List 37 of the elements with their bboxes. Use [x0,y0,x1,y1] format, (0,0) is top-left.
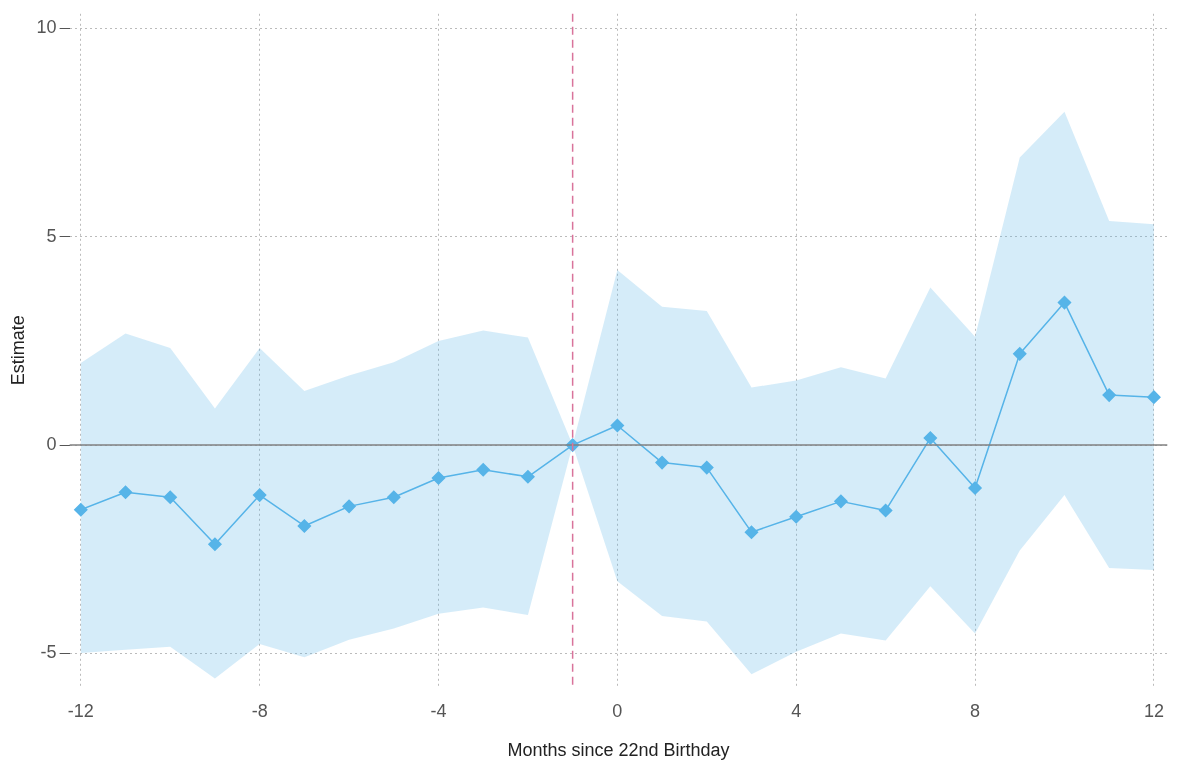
point [297,519,312,533]
point [476,462,490,477]
point [431,471,446,485]
point [1102,388,1116,402]
x-tick-label: 8 [970,700,981,721]
x-tick-label: 4 [791,700,802,721]
point [252,488,267,502]
point [968,481,982,495]
point [610,418,625,433]
point [923,431,938,445]
x-tick-label: 0 [612,700,623,721]
x-axis-title: Months since 22nd Birthday [507,740,730,761]
y-tick-label: 0 [46,434,57,455]
point [789,510,803,524]
y-tick-label: 5 [46,225,57,246]
point [521,470,535,484]
point [387,490,401,504]
point [208,537,222,552]
point [1057,295,1072,310]
point [1013,347,1027,361]
point [342,499,356,514]
point [834,494,848,509]
point [118,485,133,499]
x-tick-label: -4 [430,700,447,721]
point [655,455,669,470]
x-tick-label: -8 [251,700,268,721]
y-tick-label: -5 [40,642,57,663]
y-axis-title: Estimate [7,315,28,386]
point [163,490,177,504]
point [700,460,714,475]
point [1147,390,1161,404]
x-tick-label: 12 [1143,700,1164,721]
y-tick-label: 10 [36,17,57,38]
x-tick-label: -12 [67,700,94,721]
point [74,502,88,517]
point [878,503,893,518]
point [744,525,759,539]
